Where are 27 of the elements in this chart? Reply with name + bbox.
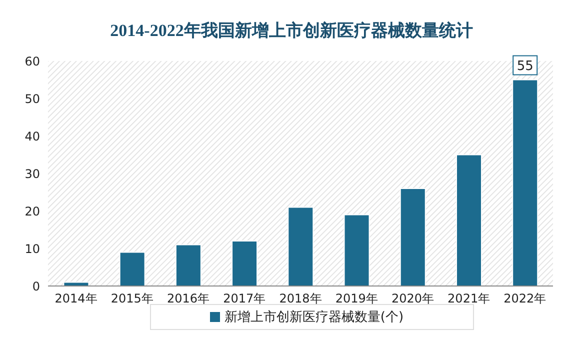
- x-tick-label: 2018年: [279, 292, 322, 306]
- y-tick-label: 60: [24, 54, 40, 68]
- x-tick-label: 2020年: [391, 292, 434, 306]
- x-tick-label: 2021年: [448, 292, 490, 306]
- y-tick-label: 40: [24, 129, 40, 144]
- x-tick-label: 2014年: [54, 292, 98, 306]
- legend-label: 新增上市创新医疗器械数量(个): [224, 310, 404, 325]
- x-tick-label: 2017年: [223, 292, 266, 306]
- x-tick-label: 2019年: [335, 292, 378, 306]
- x-tick-label: 2022年: [504, 292, 546, 306]
- y-tick-label: 10: [24, 242, 40, 256]
- data-label: 55: [516, 58, 534, 74]
- bar: [344, 214, 370, 286]
- bar: [175, 244, 202, 286]
- y-tick-label: 50: [24, 92, 40, 106]
- y-tick-label: 30: [24, 166, 40, 181]
- chart-title: 2014-2022年我国新增上市创新医疗器械数量统计: [109, 20, 474, 42]
- x-tick-label: 2015年: [110, 292, 154, 306]
- bar: [232, 240, 258, 286]
- y-tick-label: 0: [32, 279, 40, 294]
- y-tick-label: 20: [24, 204, 40, 218]
- bar: [288, 206, 314, 286]
- bar: [512, 79, 538, 286]
- bar: [456, 154, 482, 286]
- x-tick-label: 2016年: [167, 292, 210, 306]
- bar: [119, 252, 146, 286]
- bar: [400, 188, 426, 286]
